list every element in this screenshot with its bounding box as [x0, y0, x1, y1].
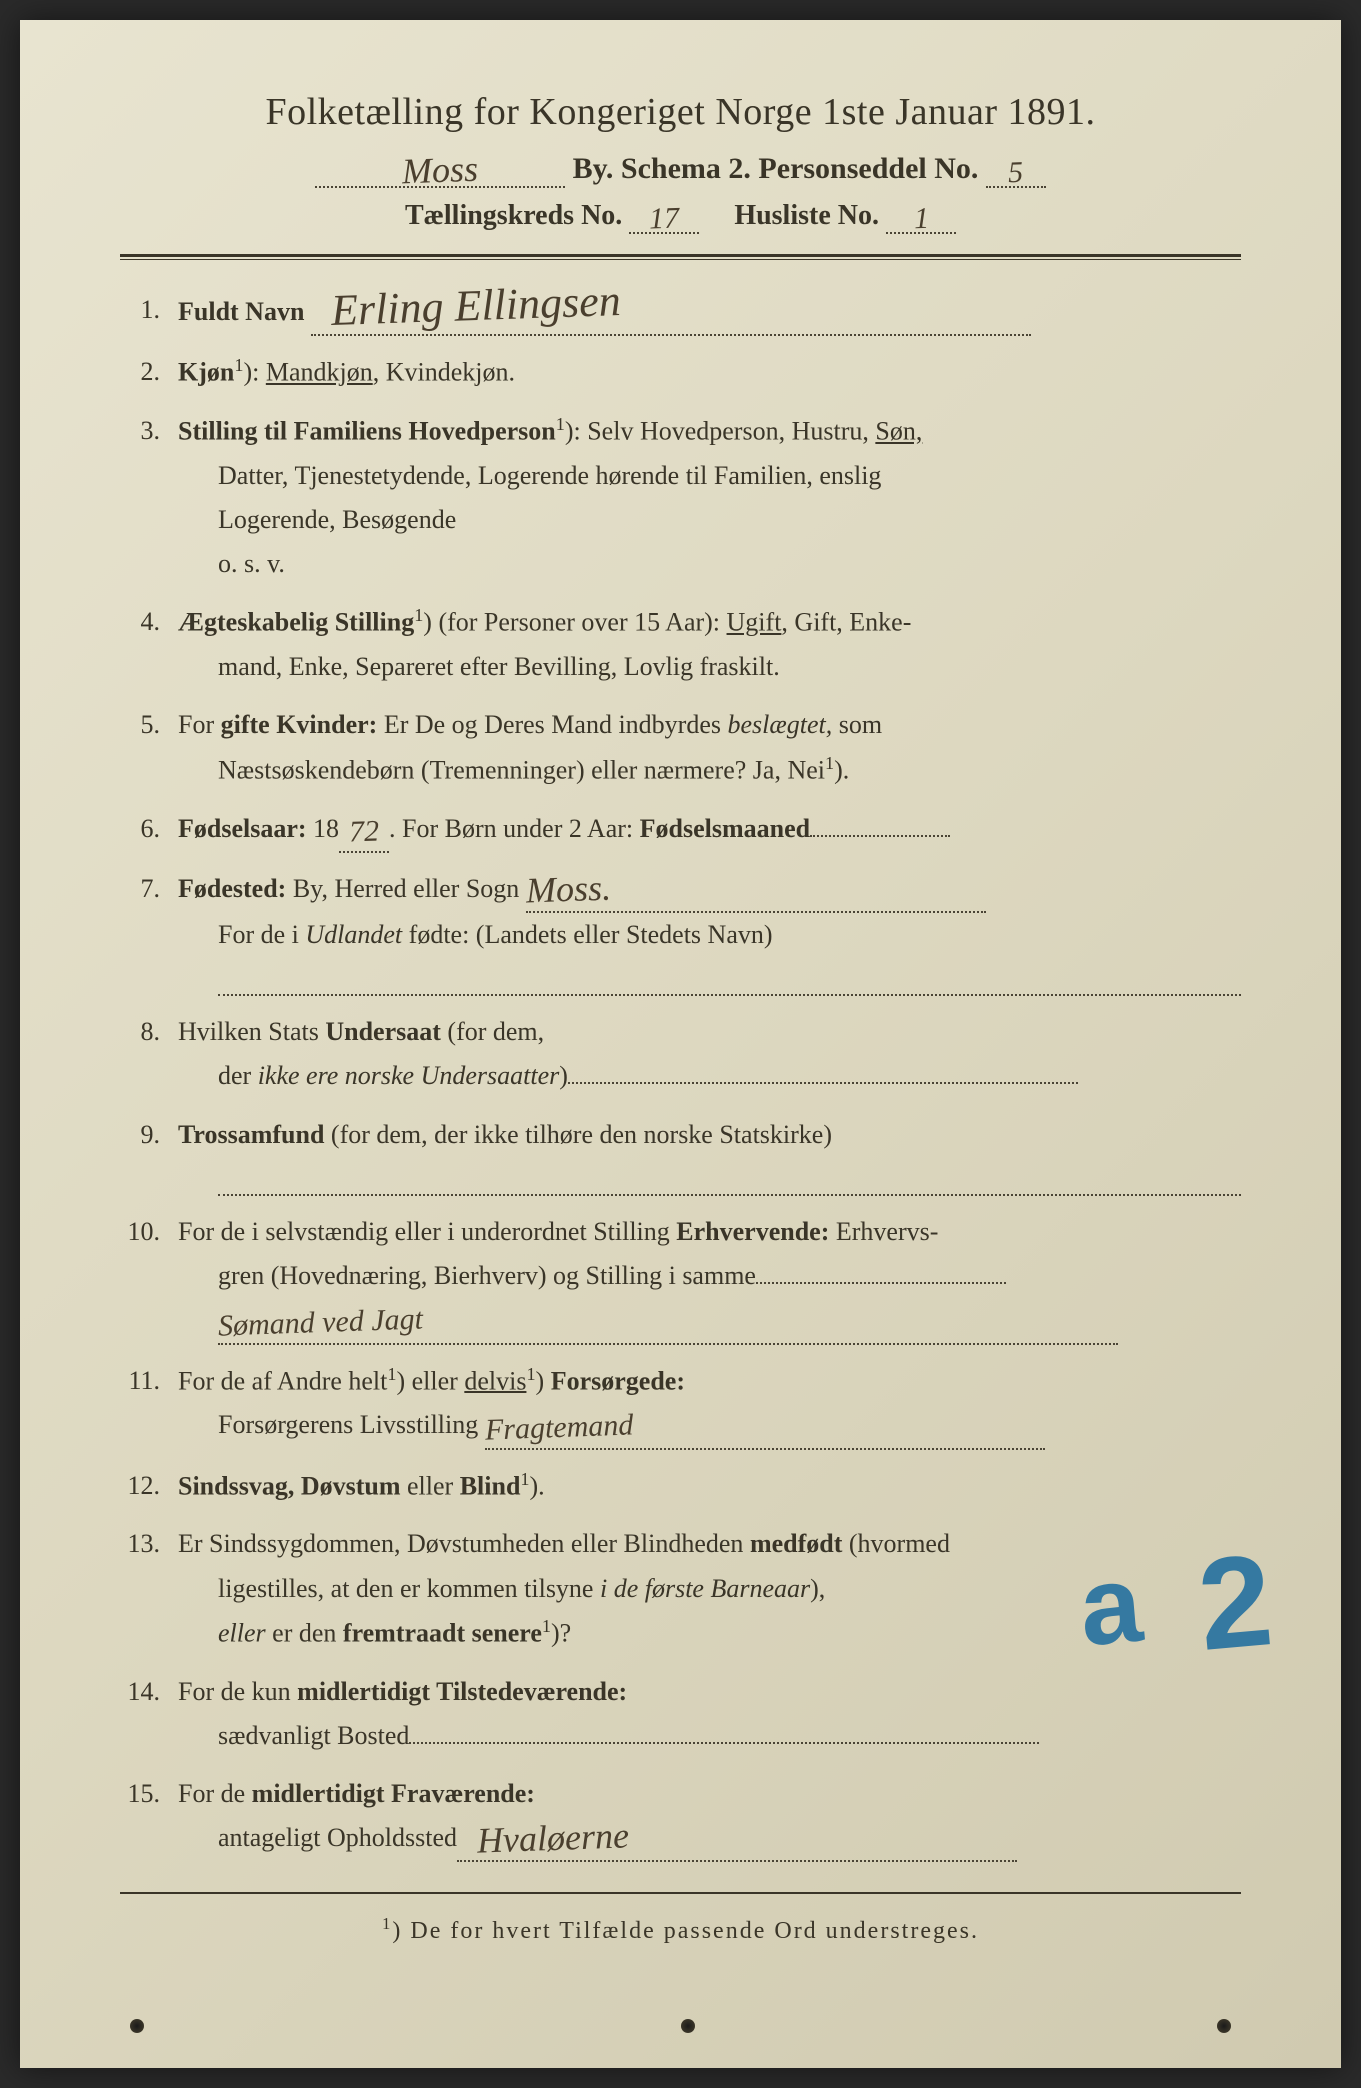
personseddel-no: 5: [1008, 161, 1024, 186]
residence-hw: Hvaløerne: [477, 1822, 630, 1856]
item-num: 6.: [120, 807, 178, 853]
item-4-cont: mand, Enke, Separeret efter Bevilling, L…: [178, 645, 1241, 689]
item-num: 13.: [120, 1522, 178, 1655]
label-sindssvag: Sindssvag, Døvstum: [178, 1471, 401, 1500]
item-3: 3. Stilling til Familiens Hovedperson1):…: [120, 409, 1241, 586]
divider-top: [120, 254, 1241, 260]
husliste-no: 1: [913, 207, 929, 232]
label-gifte-kvinder: gifte Kvinder:: [221, 710, 378, 739]
label-tilstedevaerende: midlertidigt Tilstedeværende:: [297, 1677, 627, 1706]
label-fravaerende: midlertidigt Fraværende:: [252, 1779, 535, 1808]
item-5-cont: Næstsøskendebørn (Tremenninger) eller næ…: [178, 748, 1241, 793]
dotted-blank-9: [218, 1165, 1241, 1196]
occupation-hw: Sømand ved Jagt: [218, 1308, 424, 1339]
item-10-cont1: gren (Hovednæring, Bierhverv) og Stillin…: [178, 1254, 1241, 1298]
label-trossamfund: Trossamfund: [178, 1120, 324, 1149]
item-10-hw-line: Sømand ved Jagt: [178, 1298, 1241, 1344]
dotted-blank-7: [218, 965, 1241, 996]
label-fodested: Fødested:: [178, 874, 286, 903]
kreds-label: Tællingskreds No.: [405, 200, 622, 231]
city-handwritten: Moss: [402, 155, 479, 186]
kreds-no: 17: [649, 206, 680, 231]
item-11-cont: Forsørgerens Livsstilling Fragtemand: [178, 1403, 1241, 1449]
item-14-cont: sædvanligt Bosted: [178, 1714, 1241, 1758]
item-7: 7. Fødested: By, Herred eller Sogn Moss.…: [120, 867, 1241, 997]
form-title: Folketælling for Kongeriget Norge 1ste J…: [120, 90, 1241, 134]
full-name-handwritten: Erling Ellingsen: [330, 283, 621, 328]
schema-label: By. Schema 2. Personseddel No.: [573, 152, 979, 185]
item-15-cont: antageligt OpholdsstedHvaløerne: [178, 1816, 1241, 1862]
item-num: 14.: [120, 1670, 178, 1758]
label-aegteskab: Ægteskabelig Stilling: [178, 608, 414, 637]
label-forsorgede: Forsørgede:: [551, 1366, 685, 1395]
item-num: 8.: [120, 1010, 178, 1098]
item-num: 3.: [120, 409, 178, 586]
item-num: 12.: [120, 1464, 178, 1509]
item-10: 10. For de i selvstændig eller i underor…: [120, 1210, 1241, 1345]
opt-mandkjon: Mandkjøn: [266, 358, 373, 387]
item-8: 8. Hvilken Stats Undersaat (for dem, der…: [120, 1010, 1241, 1098]
birthplace-hw: Moss.: [525, 873, 611, 905]
opt-kvindekjon: Kvindekjøn.: [386, 358, 515, 387]
binding-hole-right: [1217, 2019, 1231, 2033]
label-fodselsaar: Fødselsaar:: [178, 814, 307, 843]
item-15: 15. For de midlertidigt Fraværende: anta…: [120, 1772, 1241, 1862]
item-num: 4.: [120, 600, 178, 689]
item-6: 6. Fødselsaar: 1872. For Børn under 2 Aa…: [120, 807, 1241, 853]
item-3-cont2: Logerende, Besøgende: [178, 498, 1241, 542]
item-14: 14. For de kun midlertidigt Tilstedevære…: [120, 1670, 1241, 1758]
item-11: 11. For de af Andre helt1) eller delvis1…: [120, 1359, 1241, 1450]
item-3-cont3: o. s. v.: [178, 542, 1241, 586]
opt-son: Søn,: [875, 417, 922, 446]
item-2: 2. Kjøn1): Mandkjøn, Kvindekjøn.: [120, 350, 1241, 395]
label-fuldt-navn: Fuldt Navn: [178, 297, 304, 326]
label-fodselsmaaned: Fødselsmaaned: [640, 814, 810, 843]
opt-ugift: Ugift: [727, 608, 782, 637]
label-undersaat: Undersaat: [325, 1017, 441, 1046]
item-8-cont: der ikke ere norske Undersaatter): [178, 1054, 1241, 1098]
item-13: 13. Er Sindssygdommen, Døvstumheden elle…: [120, 1522, 1241, 1655]
item-3-cont1: Datter, Tjenestetydende, Logerende høren…: [178, 454, 1241, 498]
header-line-3: Tællingskreds No. 17 Husliste No. 1: [120, 200, 1241, 234]
item-num: 7.: [120, 867, 178, 997]
item-7-cont: For de i Udlandet fødte: (Landets eller …: [178, 913, 1241, 957]
binding-hole-left: [130, 2019, 144, 2033]
footnote: 1) De for hvert Tilfælde passende Ord un…: [120, 1914, 1241, 1945]
divider-bottom: [120, 1892, 1241, 1894]
birth-year-hw: 72: [349, 819, 380, 844]
item-num: 11.: [120, 1359, 178, 1450]
husliste-label: Husliste No.: [734, 200, 879, 231]
item-num: 10.: [120, 1210, 178, 1345]
label-erhvervende: Erhvervende:: [676, 1217, 829, 1246]
label-stilling: Stilling til Familiens Hovedperson: [178, 417, 556, 446]
census-form-page: Folketælling for Kongeriget Norge 1ste J…: [20, 20, 1341, 2068]
header-line-2: Moss By. Schema 2. Personseddel No. 5: [120, 152, 1241, 188]
item-5: 5. For gifte Kvinder: Er De og Deres Man…: [120, 703, 1241, 792]
binding-hole-center: [681, 2019, 695, 2033]
item-num: 1.: [120, 288, 178, 336]
item-num: 15.: [120, 1772, 178, 1862]
item-4: 4. Ægteskabelig Stilling1) (for Personer…: [120, 600, 1241, 689]
item-num: 9.: [120, 1113, 178, 1196]
item-13-cont1: ligestilles, at den er kommen tilsyne i …: [178, 1567, 1241, 1611]
item-num: 5.: [120, 703, 178, 792]
provider-hw: Fragtemand: [484, 1414, 633, 1443]
item-13-cont2: eller er den fremtraadt senere1)?: [178, 1611, 1241, 1656]
item-9: 9. Trossamfund (for dem, der ikke tilhør…: [120, 1113, 1241, 1196]
item-12: 12. Sindssvag, Døvstum eller Blind1).: [120, 1464, 1241, 1509]
label-kjon: Kjøn: [178, 358, 234, 387]
item-num: 2.: [120, 350, 178, 395]
item-1: 1. Fuldt Navn Erling Ellingsen: [120, 288, 1241, 336]
